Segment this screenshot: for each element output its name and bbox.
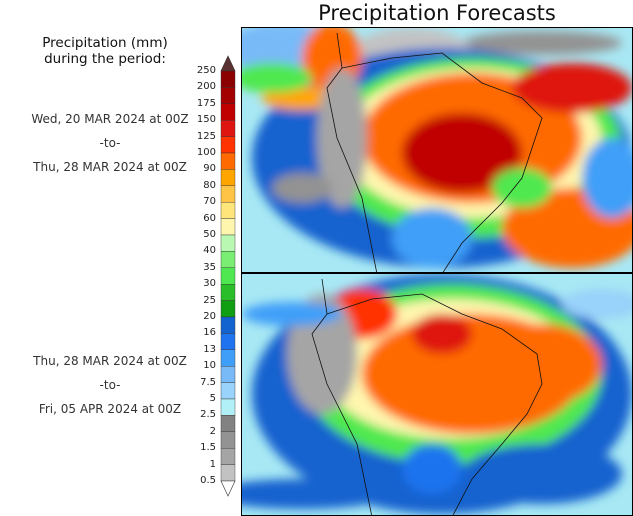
colorbar-segment — [220, 398, 236, 416]
colorbar-segment — [220, 185, 236, 203]
colorbar-tick-label: 50 — [203, 229, 216, 240]
colorbar-segment — [220, 333, 236, 350]
colorbar-tick-label: 150 — [196, 114, 216, 126]
colorbar-segment — [220, 283, 236, 301]
colorbar-tick-label: 10 — [203, 360, 216, 372]
colorbar-tick-label: 30 — [203, 278, 216, 290]
colorbar-tick-label: 175 — [196, 97, 216, 109]
colorbar-tick-label: 70 — [203, 196, 216, 208]
colorbar-tick-label: 5 — [209, 393, 216, 404]
legend-title-line2: during the period: — [44, 51, 166, 67]
colorbar-segment — [220, 300, 236, 318]
precip-area — [242, 63, 312, 93]
period-1-label: Wed, 20 MAR 2024 at 00Z -to- Thu, 28 MAR… — [10, 107, 210, 179]
precipitation-map-1 — [242, 28, 632, 272]
colorbar-segment — [220, 366, 236, 383]
legend-title: Precipitation (mm) during the period: — [20, 35, 190, 67]
precip-area — [462, 444, 622, 504]
forecast-map-period-2 — [241, 273, 633, 516]
period-1-sep: -to- — [99, 136, 121, 150]
colorbar-tick-label: 60 — [203, 212, 216, 224]
coastline — [311, 278, 543, 515]
precip-area — [562, 289, 632, 319]
colorbar-segment — [220, 136, 236, 154]
colorbar-tick-label: 16 — [203, 327, 216, 339]
precip-area — [482, 324, 602, 404]
page-title: Precipitation Forecasts — [318, 1, 556, 25]
colorbar-tick-label: 1 — [209, 458, 216, 470]
colorbar-tick-label: 125 — [196, 130, 216, 142]
colorbar-segment — [220, 152, 236, 170]
colorbar-segment — [220, 415, 236, 432]
colorbar-segment — [220, 169, 236, 187]
precipitation-map-2 — [242, 274, 632, 515]
colorbar-segment — [220, 349, 236, 367]
colorbar-tick-label: 100 — [196, 147, 216, 158]
precip-area — [392, 208, 472, 268]
colorbar-under-triangle — [220, 480, 236, 497]
colorbar-segment — [220, 464, 236, 482]
colorbar-tick-label: 7.5 — [200, 376, 216, 388]
colorbar-segment — [220, 448, 236, 465]
period-2-end: Fri, 05 APR 2024 at 00Z — [38, 402, 182, 416]
colorbar-graphic — [220, 55, 236, 497]
precip-area — [492, 168, 552, 208]
precip-area — [242, 302, 342, 326]
colorbar-segment — [220, 70, 236, 88]
colorbar-tick-label: 35 — [203, 261, 216, 273]
precip-area — [512, 63, 632, 113]
colorbar-over-triangle — [220, 55, 236, 72]
colorbar-segment — [220, 234, 236, 252]
forecast-map-period-1 — [241, 27, 633, 273]
colorbar-segment — [220, 251, 236, 268]
precip-area — [402, 444, 462, 494]
colorbar-tick-label: 200 — [196, 81, 216, 93]
period-2-start: Thu, 28 MAR 2024 at 00Z — [33, 354, 187, 368]
colorbar-tick-label: 1.5 — [200, 442, 216, 454]
colorbar-segment — [220, 316, 236, 334]
colorbar-segment — [220, 119, 236, 137]
precip-area — [402, 113, 522, 193]
colorbar-tick-label: 25 — [203, 294, 216, 306]
colorbar-segment — [220, 267, 236, 285]
legend-title-line1: Precipitation (mm) — [42, 35, 168, 51]
coastline — [326, 32, 543, 272]
precip-area — [272, 173, 332, 203]
precip-area — [462, 31, 622, 55]
precip-area — [317, 68, 367, 208]
colorbar-tick-label: 2.5 — [200, 409, 216, 421]
colorbar-labels: 250 200 175 150 125 100 90 80 70 60 50 40 35 30 25 20 16… — [188, 0, 216, 516]
colorbar — [220, 55, 236, 499]
colorbar-segment — [220, 382, 236, 400]
precip-area — [412, 314, 472, 354]
colorbar-tick-label: 80 — [203, 179, 216, 191]
precip-area — [242, 479, 392, 509]
period-1-start: Wed, 20 MAR 2024 at 00Z — [31, 112, 189, 126]
colorbar-segment — [220, 201, 236, 219]
colorbar-tick-label: 2 — [209, 425, 216, 437]
colorbar-tick-label: 40 — [203, 245, 216, 257]
period-2-label: Thu, 28 MAR 2024 at 00Z -to- Fri, 05 APR… — [10, 349, 210, 421]
period-2-sep: -to- — [99, 378, 121, 392]
colorbar-tick-label: 250 — [196, 65, 216, 76]
period-1-end: Thu, 28 MAR 2024 at 00Z — [33, 160, 187, 174]
colorbar-tick-label: 13 — [203, 343, 216, 355]
colorbar-tick-label: 90 — [203, 163, 216, 175]
precip-area — [582, 138, 632, 218]
colorbar-segment — [220, 103, 236, 121]
colorbar-segment — [220, 431, 236, 449]
colorbar-segment — [220, 87, 236, 105]
colorbar-tick-label: 0.5 — [200, 475, 216, 486]
colorbar-tick-label: 20 — [203, 311, 216, 322]
colorbar-segment — [220, 218, 236, 236]
